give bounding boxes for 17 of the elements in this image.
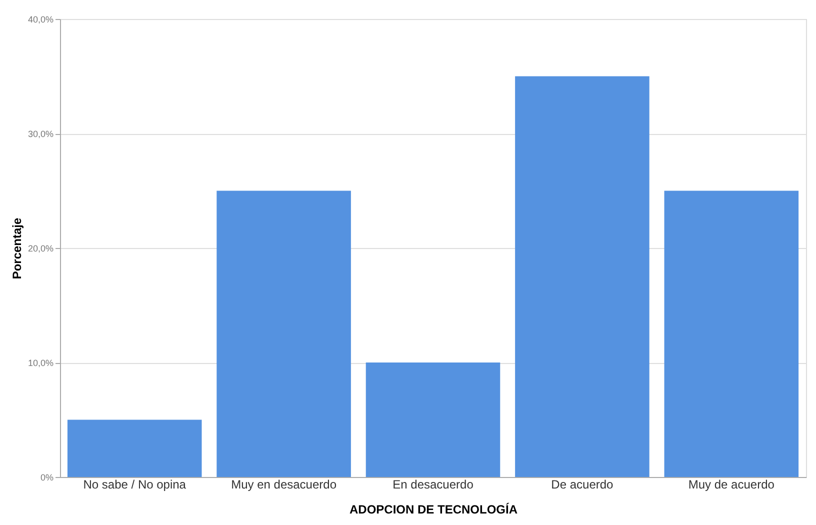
y-tick-label: 0% [40, 472, 54, 482]
bar [515, 76, 650, 477]
x-tick-label: No sabe / No opina [83, 478, 186, 492]
x-tick-label: De acuerdo [551, 478, 614, 492]
x-tick-label: En desacuerdo [392, 478, 474, 492]
y-tick-label: 20,0% [28, 244, 54, 254]
bar [216, 190, 351, 477]
x-axis-title: ADOPCION DE TECNOLOGÍA [349, 502, 518, 516]
y-tick-label: 40,0% [28, 14, 54, 24]
y-tick-label: 10,0% [28, 358, 54, 368]
bar [664, 190, 799, 477]
y-axis-title: Porcentaje [10, 217, 24, 280]
bar [67, 420, 202, 477]
bar [366, 362, 500, 477]
x-tick-label: Muy en desacuerdo [231, 478, 337, 492]
x-tick-label: Muy de acuerdo [688, 478, 775, 492]
y-tick-label: 30,0% [28, 129, 54, 139]
